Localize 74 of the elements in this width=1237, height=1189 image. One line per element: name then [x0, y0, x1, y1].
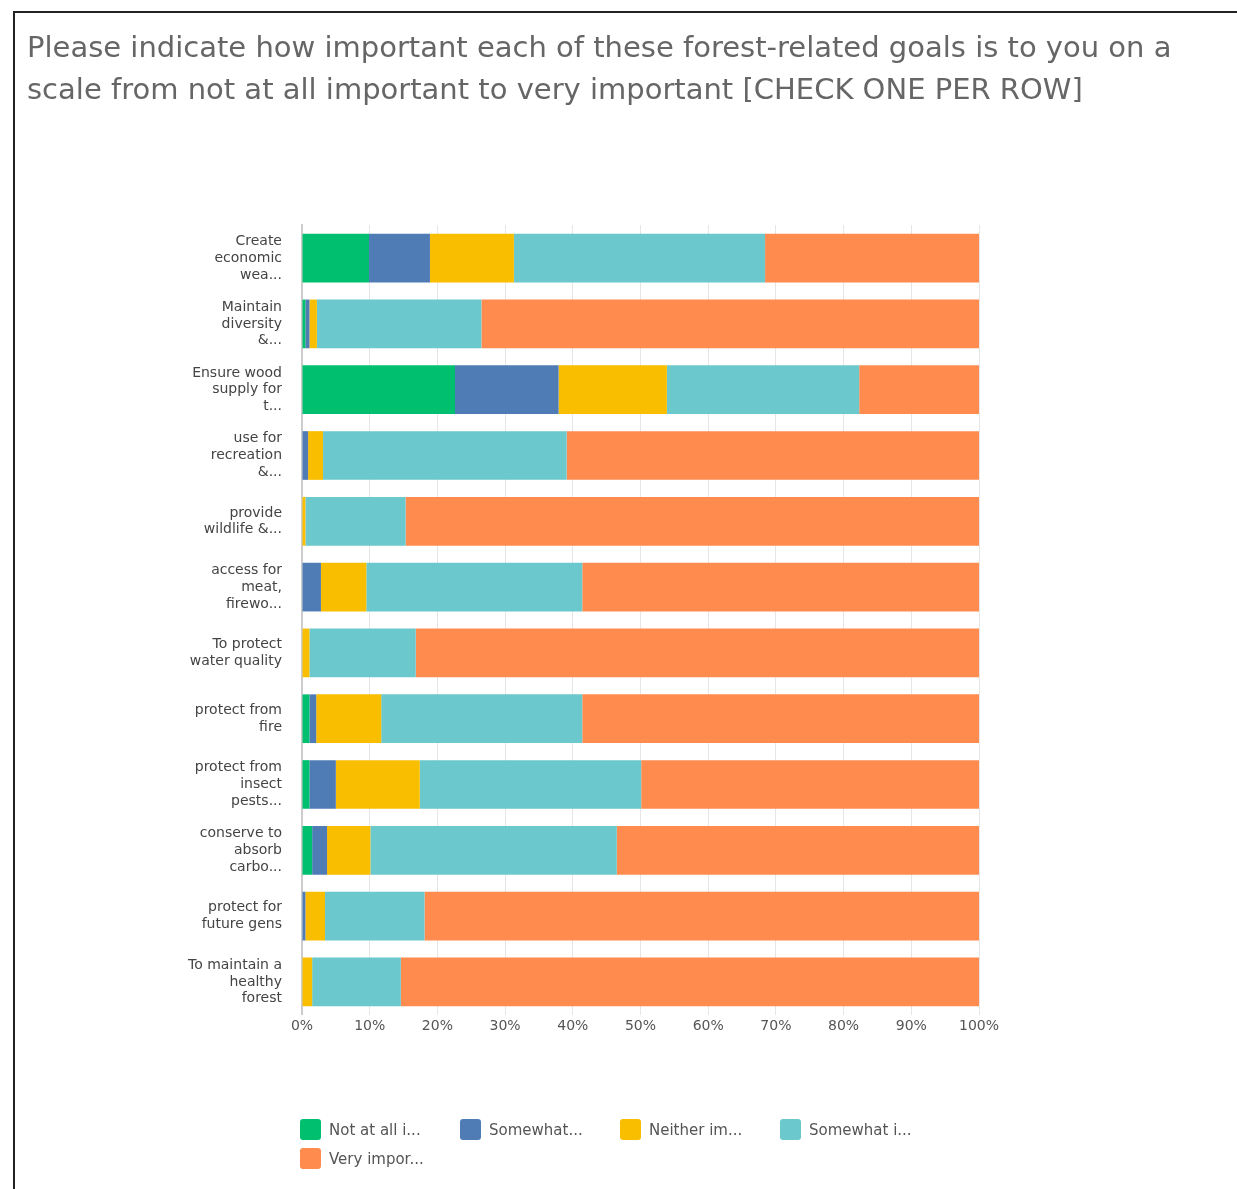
y-tick-label: use for recreation &... [210, 429, 283, 479]
x-tick-label: 60% [692, 1016, 724, 1033]
bar [566, 431, 979, 480]
bar [325, 891, 425, 941]
y-tick-label: protect from fire [194, 700, 282, 734]
legend-label: Very impor... [329, 1149, 424, 1168]
bar [455, 365, 559, 415]
legend-label: Not at all i... [329, 1120, 421, 1139]
bar [327, 825, 371, 875]
x-tick-label: 20% [421, 1016, 453, 1033]
bar [309, 628, 416, 678]
bar [322, 431, 567, 480]
bar [305, 496, 406, 546]
bar [765, 233, 979, 283]
bar [481, 299, 979, 349]
bar [666, 365, 860, 415]
bar [582, 694, 979, 744]
bar [309, 760, 336, 809]
bar [429, 233, 514, 283]
bar [513, 233, 766, 283]
bar [424, 891, 979, 941]
bar [302, 825, 313, 875]
legend-label: Somewhat i... [809, 1120, 912, 1139]
x-tick-label: 0% [290, 1016, 314, 1033]
bar [405, 496, 979, 546]
bar [400, 957, 979, 1007]
x-tick-label: 100% [958, 1016, 1000, 1033]
bar [582, 562, 979, 612]
bar [616, 825, 979, 875]
y-tick-label: protect for future gens [201, 898, 283, 932]
y-tick-label: protect from insect pests... [194, 758, 283, 808]
y-tick-label: Create economic wea... [214, 231, 282, 282]
legend-label: Somewhat... [489, 1120, 583, 1139]
chart-title: Please indicate how important each of these forest-related goals is to you on a scale from not at all important to very important [CHECK ONE PER ROW] [27, 29, 1173, 108]
bar [302, 365, 455, 415]
bar [641, 760, 979, 809]
bar [308, 431, 323, 480]
x-tick-label: 80% [828, 1016, 860, 1033]
x-tick-label: 50% [624, 1016, 657, 1033]
bar [415, 628, 979, 678]
y-tick-label: To protect water quality [189, 635, 283, 668]
bar [309, 299, 317, 349]
bar [370, 825, 617, 875]
x-tick-label: 30% [489, 1016, 521, 1033]
x-tick-label: 90% [895, 1016, 927, 1033]
bar [302, 233, 370, 283]
y-tick-label: provide wildlife &... [203, 503, 282, 537]
y-tick-label: conserve to absorb carbo... [199, 824, 283, 874]
bar [312, 957, 401, 1007]
bar [366, 562, 583, 612]
bar [305, 299, 310, 349]
legend-label: Neither im... [649, 1120, 743, 1139]
bar [859, 365, 979, 415]
bar [320, 562, 367, 612]
bar [369, 233, 430, 283]
bar [302, 562, 321, 612]
bar [309, 694, 317, 744]
y-tick-label: access for meat, firewo... [211, 560, 283, 611]
bar [419, 760, 642, 809]
y-tick-label: Ensure wood supply for t... [192, 363, 283, 414]
x-tick-label: 10% [354, 1016, 386, 1033]
y-tick-label: To maintain a healthy forest [186, 955, 283, 1006]
bar [381, 694, 583, 744]
bar [316, 299, 482, 349]
y-tick-label: Maintain diversity &... [221, 297, 282, 348]
bar [312, 825, 328, 875]
bar [305, 891, 326, 941]
bar [302, 431, 309, 480]
bar [558, 365, 667, 415]
bar [316, 694, 382, 744]
bar [302, 957, 313, 1007]
x-tick-label: 40% [557, 1016, 589, 1033]
x-tick-label: 70% [760, 1016, 792, 1033]
bar [335, 760, 420, 809]
